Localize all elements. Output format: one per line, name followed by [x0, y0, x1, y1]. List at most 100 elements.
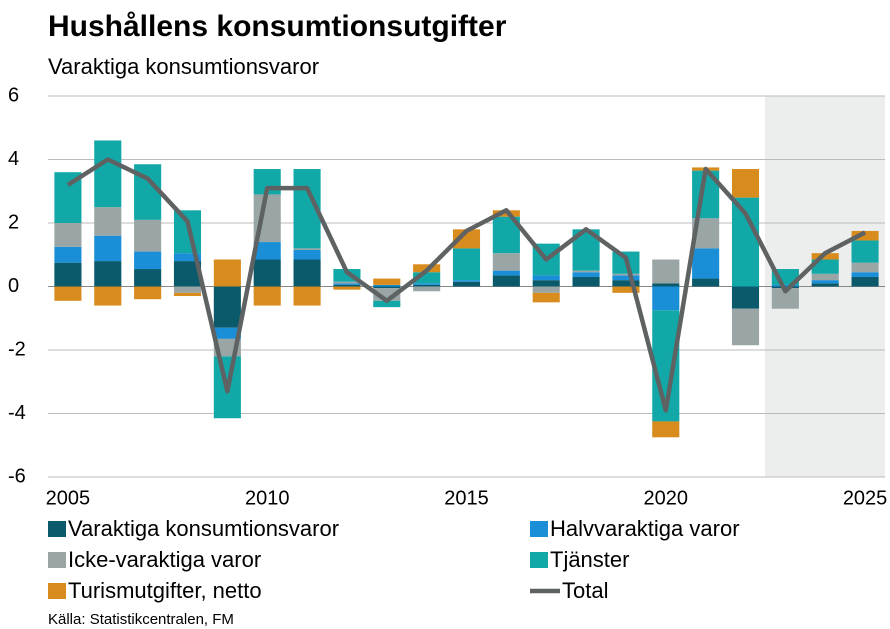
bar-segment: [652, 259, 680, 284]
bar-segment: [173, 286, 202, 293]
bar-segment: [612, 286, 640, 293]
bar-segment: [333, 281, 361, 284]
source: Källa: Statistikcentralen, FM: [48, 611, 234, 628]
bar-segment: [532, 280, 560, 287]
bar-segment: [572, 270, 600, 273]
bar-segment: [811, 273, 839, 281]
y-tick-label: -2: [8, 338, 26, 360]
x-tick-label: 2025: [843, 487, 888, 509]
bar-segment: [731, 169, 760, 198]
bar-segment: [54, 286, 82, 301]
chart-subtitle: Varaktiga konsumtionsvaror: [48, 54, 319, 79]
y-tick-label: 4: [8, 148, 19, 170]
bar-segment: [851, 262, 879, 273]
bar-segment: [293, 248, 321, 250]
bar-segment: [452, 280, 481, 282]
bar-segment: [731, 286, 760, 309]
bar-segment: [253, 242, 281, 260]
bar-segment: [452, 281, 481, 287]
bar-segment: [492, 275, 520, 287]
y-tick-label: -4: [8, 402, 26, 424]
bar-segment: [532, 292, 560, 303]
bar-segment: [811, 283, 839, 287]
bar-segment: [771, 288, 799, 309]
chart-title: Hushållens konsumtionsutgifter: [48, 10, 507, 43]
legend-label: Icke-varaktiga varor: [68, 547, 261, 572]
legend-swatch: [48, 583, 66, 599]
bar-segment: [572, 276, 600, 287]
bar-segment: [492, 270, 520, 276]
bar-segment: [333, 286, 361, 290]
bar-segment: [811, 253, 839, 260]
bar-segment: [54, 262, 82, 287]
bar-segment: [94, 207, 122, 236]
x-tick-label: 2020: [644, 487, 689, 509]
bar-segment: [54, 246, 82, 263]
x-tick-label: 2010: [245, 487, 290, 509]
legend-swatch: [48, 552, 66, 568]
bar-segment: [293, 259, 321, 287]
bar-segment: [134, 269, 162, 287]
bar-segment: [173, 292, 202, 297]
legend-swatch: [530, 521, 548, 537]
bar-segment: [253, 286, 281, 306]
bar-segment: [572, 272, 600, 277]
bar-segment: [54, 223, 82, 247]
legend-swatch: [48, 521, 66, 537]
x-tick-label: 2015: [444, 487, 489, 509]
bar-segment: [373, 278, 401, 285]
bar-segment: [811, 280, 839, 284]
y-tick-label: 2: [8, 211, 19, 233]
bar-segment: [851, 240, 879, 263]
bar-segment: [692, 278, 720, 287]
bar-segment: [213, 259, 241, 287]
legend-label: Halvvaraktiga varor: [550, 516, 740, 541]
bar-segment: [213, 327, 241, 339]
bar-segment: [333, 284, 361, 287]
bar-segment: [94, 235, 122, 262]
bar-segment: [612, 280, 640, 287]
bar-segment: [173, 253, 202, 262]
y-tick-label: -6: [8, 465, 26, 487]
bar-segment: [692, 248, 720, 279]
bar-segment: [134, 219, 162, 252]
bar-segment: [492, 253, 520, 271]
bar-segment: [612, 275, 640, 281]
y-tick-label: 0: [8, 275, 19, 297]
legend-swatch: [530, 552, 548, 568]
bar-segment: [452, 248, 481, 281]
bar-segment: [94, 286, 122, 306]
bar-segment: [851, 272, 879, 277]
x-tick-label: 2005: [46, 487, 91, 509]
overlay: Varaktiga konsumtionsvaror Halvvaraktiga …: [48, 157, 867, 603]
legend-label: Varaktiga konsumtionsvaror: [68, 516, 339, 541]
bar-segment: [413, 272, 441, 284]
bar-segment: [771, 284, 799, 287]
bar-segment: [373, 300, 401, 308]
bar-segment: [333, 283, 361, 285]
bar-segment: [413, 283, 441, 285]
bar-segment: [851, 230, 879, 241]
bar-segment: [293, 286, 321, 306]
bar-segment: [532, 275, 560, 281]
bar-segment: [213, 286, 241, 328]
bar-segment: [134, 286, 162, 300]
bar-segment: [413, 286, 441, 292]
bar-segment: [94, 261, 122, 287]
bar-segment: [612, 273, 640, 276]
bar-segment: [811, 259, 839, 274]
bar-segment: [652, 286, 680, 311]
bar-segment: [851, 276, 879, 287]
bar-segment: [532, 286, 560, 293]
bar-segment: [652, 421, 680, 438]
bar-segment: [253, 259, 281, 287]
bars: [54, 140, 879, 438]
bar-segment: [134, 251, 162, 270]
legend-label: Tjänster: [550, 547, 629, 572]
bar-segment: [293, 249, 321, 260]
bar-segment: [731, 308, 760, 346]
bar-segment: [413, 284, 441, 287]
legend-label: Turismutgifter, netto: [68, 578, 262, 603]
bar-segment: [652, 283, 680, 287]
